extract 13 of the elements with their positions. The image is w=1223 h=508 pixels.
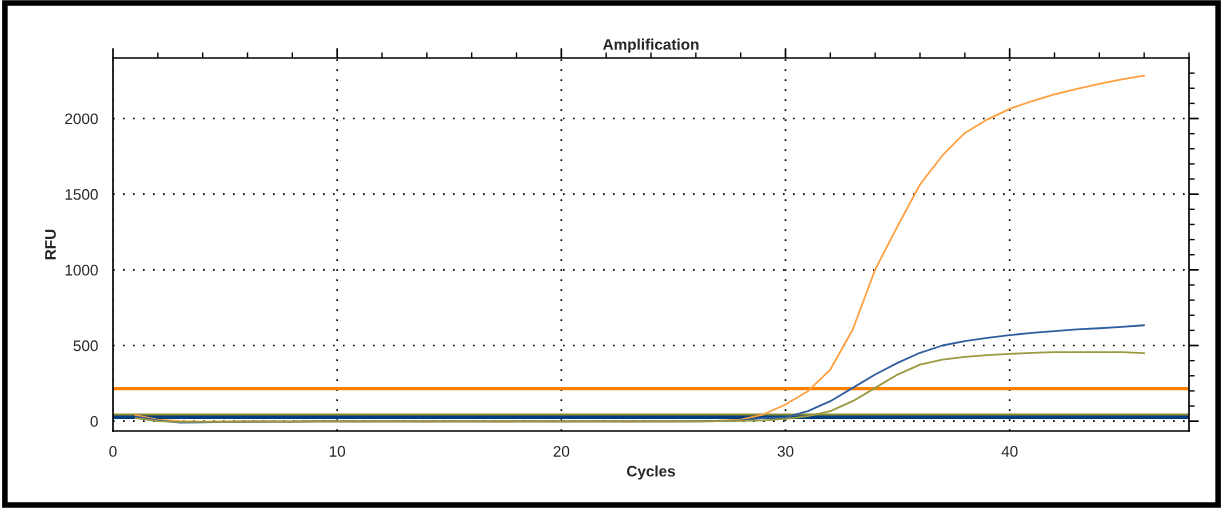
- x-tick-label: 30: [777, 445, 794, 457]
- y-axis-title: RFU: [45, 229, 56, 260]
- y-tick-label: 500: [73, 340, 98, 352]
- x-tick-label: 10: [329, 445, 346, 457]
- x-tick-label: 0: [109, 445, 117, 457]
- x-axis-title: Cycles: [627, 465, 676, 480]
- x-tick-label: 20: [553, 445, 570, 457]
- y-tick-label: 1000: [65, 264, 98, 276]
- y-tick-label: 0: [90, 416, 98, 427]
- y-tick-label: 2000: [65, 113, 98, 125]
- chart-title: Amplification: [603, 38, 699, 53]
- y-tick-label: 1500: [65, 189, 98, 200]
- x-tick-label: 40: [1001, 445, 1018, 457]
